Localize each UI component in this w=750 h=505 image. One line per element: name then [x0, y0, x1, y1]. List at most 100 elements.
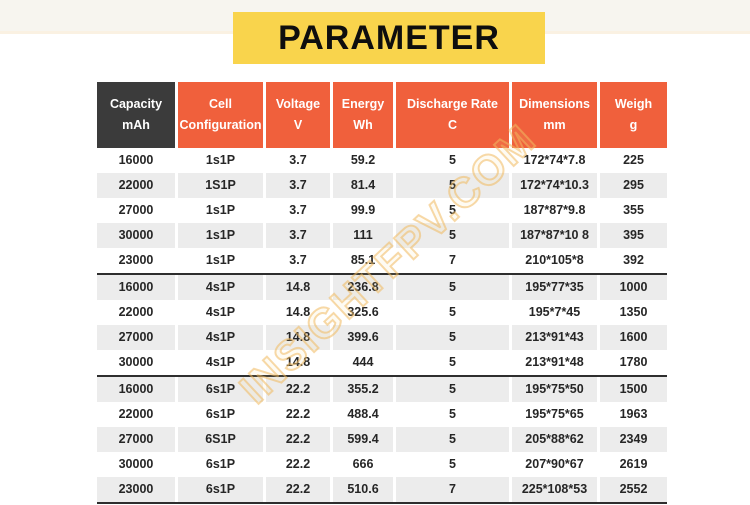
table-row: 27000 6S1P 22.2 599.4 5 205*88*62 2349: [97, 427, 667, 452]
cell-cell-configuration: 1S1P: [178, 173, 263, 198]
cell-dimensions: 225*108*53: [512, 477, 597, 502]
cell-cell-configuration: 1s1P: [178, 223, 263, 248]
cell-voltage: 22.2: [266, 477, 330, 502]
cell-voltage: 22.2: [266, 377, 330, 402]
cell-weight: 295: [600, 173, 667, 198]
cell-dimensions: 207*90*67: [525, 457, 584, 471]
cell-discharge-rate: 5: [396, 377, 509, 402]
cell-cell-configuration: 1s1P: [205, 203, 236, 217]
table-row: 30000 4s1P 14.8 444 5 213*91*48 1780: [97, 350, 667, 377]
cell-discharge-rate: 5: [396, 275, 509, 300]
cell-capacity: 22000: [118, 407, 154, 421]
column-header-discharge-rate: Discharge Rate C: [396, 82, 509, 148]
cell-dimensions: 195*7*45: [528, 305, 581, 319]
cell-discharge-rate: 5: [396, 427, 509, 452]
cell-weight: 1350: [619, 305, 648, 319]
table-row: 27000 1s1P 3.7 99.9 5 187*87*9.8 355: [97, 198, 667, 223]
cell-dimensions: 172*74*10.3: [512, 173, 597, 198]
column-header-voltage: Voltage V: [266, 82, 330, 148]
table-body: 16000 1s1P 3.7 59.2 5 172*74*7.8 225 22000 1S1P 3…: [97, 148, 667, 504]
cell-dimensions: 195*75*65: [525, 407, 584, 421]
cell-voltage: 3.7: [289, 153, 307, 167]
cell-energy: 85.1: [350, 253, 376, 267]
cell-cell-configuration: 6s1P: [205, 457, 236, 471]
cell-capacity: 27000: [118, 203, 154, 217]
column-header-line1: Dimensions: [519, 96, 590, 111]
column-header-cell-configuration: Cell Configuration: [178, 82, 263, 148]
cell-energy: 325.6: [347, 305, 379, 319]
cell-dimensions: 172*74*7.8: [523, 153, 586, 167]
cell-voltage: 22.2: [266, 427, 330, 452]
column-header-weight: Weigh g: [600, 82, 667, 148]
cell-discharge-rate: 5: [449, 355, 456, 369]
cell-voltage: 3.7: [289, 253, 307, 267]
cell-dimensions: 195*75*50: [512, 377, 597, 402]
cell-weight: 355: [623, 203, 644, 217]
column-header-line1: Cell: [209, 96, 232, 111]
cell-voltage: 3.7: [266, 223, 330, 248]
cell-energy: 81.4: [333, 173, 393, 198]
cell-energy: 488.4: [347, 407, 379, 421]
cell-cell-configuration: 6s1P: [178, 377, 263, 402]
cell-dimensions: 195*77*35: [512, 275, 597, 300]
table-row: 16000 1s1P 3.7 59.2 5 172*74*7.8 225: [97, 148, 667, 173]
cell-energy: 355.2: [333, 377, 393, 402]
cell-energy: 444: [352, 355, 374, 369]
table-row: 23000 6s1P 22.2 510.6 7 225*108*53 2552: [97, 477, 667, 504]
cell-cell-configuration: 1s1P: [205, 253, 236, 267]
cell-voltage: 3.7: [289, 203, 307, 217]
cell-cell-configuration: 1s1P: [205, 153, 236, 167]
cell-cell-configuration: 4s1P: [205, 355, 236, 369]
cell-capacity: 16000: [118, 153, 154, 167]
cell-capacity: 16000: [97, 377, 175, 402]
cell-voltage: 14.8: [285, 305, 311, 319]
column-header-dimensions: Dimensions mm: [512, 82, 597, 148]
cell-weight: 392: [623, 253, 644, 267]
cell-voltage: 22.2: [285, 457, 311, 471]
cell-energy: 666: [352, 457, 374, 471]
column-header-line2: g: [629, 118, 638, 132]
cell-weight: 395: [600, 223, 667, 248]
cell-discharge-rate: 5: [396, 325, 509, 350]
cell-discharge-rate: 5: [449, 153, 456, 167]
cell-cell-configuration: 6S1P: [178, 427, 263, 452]
column-header-line2: Configuration: [179, 118, 262, 132]
cell-capacity: 30000: [118, 355, 154, 369]
cell-voltage: 14.8: [285, 355, 311, 369]
cell-capacity: 30000: [97, 223, 175, 248]
cell-energy: 59.2: [350, 153, 376, 167]
cell-weight: 1600: [600, 325, 667, 350]
cell-energy: 236.8: [333, 275, 393, 300]
cell-weight: 225: [623, 153, 644, 167]
cell-discharge-rate: 5: [396, 223, 509, 248]
cell-weight: 2349: [600, 427, 667, 452]
cell-discharge-rate: 5: [449, 457, 456, 471]
cell-cell-configuration: 4s1P: [205, 305, 236, 319]
table-row: 22000 1S1P 3.7 81.4 5 172*74*10.3 295: [97, 173, 667, 198]
cell-capacity: 27000: [97, 325, 175, 350]
cell-cell-configuration: 6s1P: [205, 407, 236, 421]
column-header-energy: Energy Wh: [333, 82, 393, 148]
column-header-line2: mAh: [122, 118, 150, 132]
cell-voltage: 22.2: [285, 407, 311, 421]
cell-capacity: 22000: [118, 305, 154, 319]
column-header-line1: Energy: [341, 96, 385, 111]
cell-capacity: 16000: [97, 275, 175, 300]
cell-energy: 599.4: [333, 427, 393, 452]
cell-cell-configuration: 4s1P: [178, 325, 263, 350]
column-header-line1: Capacity: [109, 96, 163, 111]
cell-discharge-rate: 5: [449, 407, 456, 421]
cell-energy: 399.6: [333, 325, 393, 350]
cell-weight: 1000: [600, 275, 667, 300]
cell-dimensions: 205*88*62: [512, 427, 597, 452]
cell-cell-configuration: 4s1P: [178, 275, 263, 300]
cell-cell-configuration: 6s1P: [178, 477, 263, 502]
table-row: 30000 1s1P 3.7 111 5 187*87*10 8 395: [97, 223, 667, 248]
cell-voltage: 14.8: [266, 275, 330, 300]
table-row: 30000 6s1P 22.2 666 5 207*90*67 2619: [97, 452, 667, 477]
cell-weight: 2619: [619, 457, 648, 471]
cell-discharge-rate: 5: [396, 173, 509, 198]
column-header-capacity: Capacity mAh: [97, 82, 175, 148]
table-row: 16000 4s1P 14.8 236.8 5 195*77*35 1000: [97, 275, 667, 300]
cell-weight: 1500: [600, 377, 667, 402]
